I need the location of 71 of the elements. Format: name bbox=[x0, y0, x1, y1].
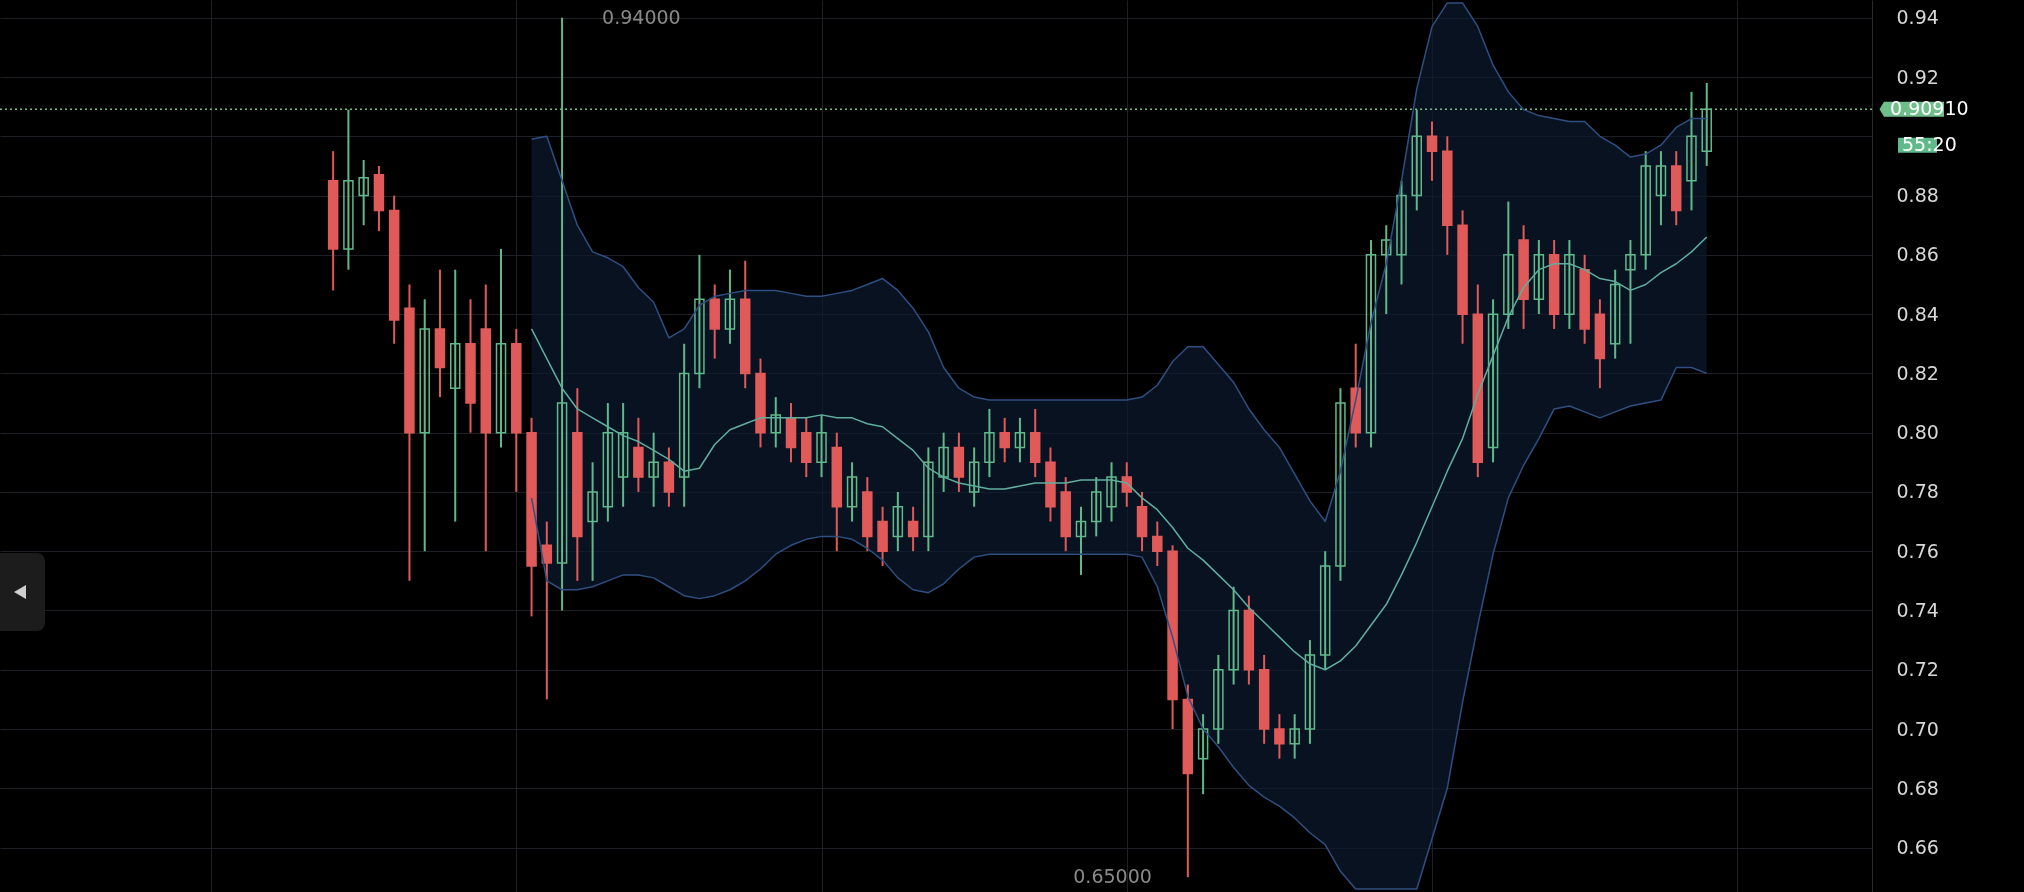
candlestick bbox=[1213, 653, 1224, 745]
y-tick-label: 0.84 bbox=[1896, 302, 1939, 325]
y-tick-label: 0.92 bbox=[1896, 65, 1939, 88]
candlestick bbox=[968, 446, 980, 508]
line-series bbox=[530, 2, 1708, 523]
candlestick bbox=[1228, 585, 1239, 686]
candlestick bbox=[923, 446, 934, 553]
y-tick-label: 0.78 bbox=[1896, 480, 1939, 503]
candlestick bbox=[1274, 713, 1285, 760]
y-tick-label: 0.94 bbox=[1896, 6, 1939, 29]
candlestick bbox=[892, 490, 904, 553]
candlestick bbox=[1533, 239, 1545, 316]
candlestick bbox=[602, 402, 614, 523]
y-tick-label: 0.70 bbox=[1896, 717, 1939, 740]
y-tick-label: 0.80 bbox=[1896, 421, 1939, 444]
candlestick bbox=[1319, 550, 1331, 671]
candlestick bbox=[1365, 239, 1377, 449]
candlestick bbox=[1625, 239, 1636, 345]
candlestick bbox=[724, 268, 736, 345]
annotation: 0.65000 bbox=[1073, 865, 1152, 888]
y-tick-label: 0.88 bbox=[1896, 184, 1939, 207]
candlestick bbox=[770, 396, 781, 449]
candlestick bbox=[1503, 200, 1514, 330]
candlestick bbox=[1396, 179, 1407, 286]
candlestick bbox=[1335, 387, 1346, 582]
candlestick bbox=[984, 407, 995, 479]
y-tick-label: 0.72 bbox=[1896, 658, 1939, 681]
candlestick bbox=[1121, 461, 1133, 508]
candlestick bbox=[1564, 239, 1575, 330]
candlestick bbox=[694, 253, 705, 390]
candlestick bbox=[495, 247, 507, 449]
line-series bbox=[530, 236, 1708, 671]
candlestick bbox=[1075, 505, 1087, 576]
candlestick bbox=[1289, 713, 1300, 760]
candlestick bbox=[617, 402, 629, 508]
candlestick bbox=[1701, 81, 1712, 167]
candlestick bbox=[1640, 150, 1651, 271]
candlestick bbox=[1014, 416, 1026, 464]
candlestick bbox=[587, 461, 598, 582]
candlestick bbox=[648, 431, 659, 508]
candlestick bbox=[1411, 108, 1423, 212]
candlestick bbox=[1609, 268, 1621, 360]
y-tick-label: 0.66 bbox=[1896, 836, 1939, 859]
candlestick bbox=[556, 16, 568, 612]
candlestick bbox=[907, 505, 919, 553]
candlestick bbox=[678, 342, 690, 508]
candlestick bbox=[1426, 120, 1438, 182]
candlestick bbox=[1106, 461, 1117, 523]
candlestick bbox=[816, 413, 827, 479]
annotation: 0.94000 bbox=[602, 5, 681, 28]
candlestick bbox=[999, 416, 1010, 464]
line-series bbox=[530, 366, 1708, 890]
candlestick bbox=[1152, 520, 1163, 568]
candlestick bbox=[1380, 224, 1392, 316]
candlestick bbox=[1487, 298, 1499, 464]
y-tick-label: 0.74 bbox=[1896, 598, 1939, 621]
candlestick bbox=[1197, 713, 1209, 796]
candlestick bbox=[449, 268, 461, 523]
candlestick bbox=[1686, 90, 1697, 212]
y-tick-label: 0.76 bbox=[1896, 539, 1939, 562]
y-tick-label: 0.68 bbox=[1896, 776, 1939, 799]
candlestick bbox=[419, 298, 430, 553]
y-tick-label: 0.82 bbox=[1896, 361, 1939, 384]
candlestick bbox=[1655, 150, 1667, 227]
candlestick bbox=[846, 461, 858, 523]
candlestick bbox=[358, 159, 369, 227]
y-tick-label: 0.86 bbox=[1896, 243, 1939, 266]
candlestick bbox=[938, 431, 949, 493]
candlestick bbox=[1091, 476, 1102, 538]
candlestick bbox=[343, 108, 354, 271]
candlestick bbox=[1304, 639, 1316, 745]
